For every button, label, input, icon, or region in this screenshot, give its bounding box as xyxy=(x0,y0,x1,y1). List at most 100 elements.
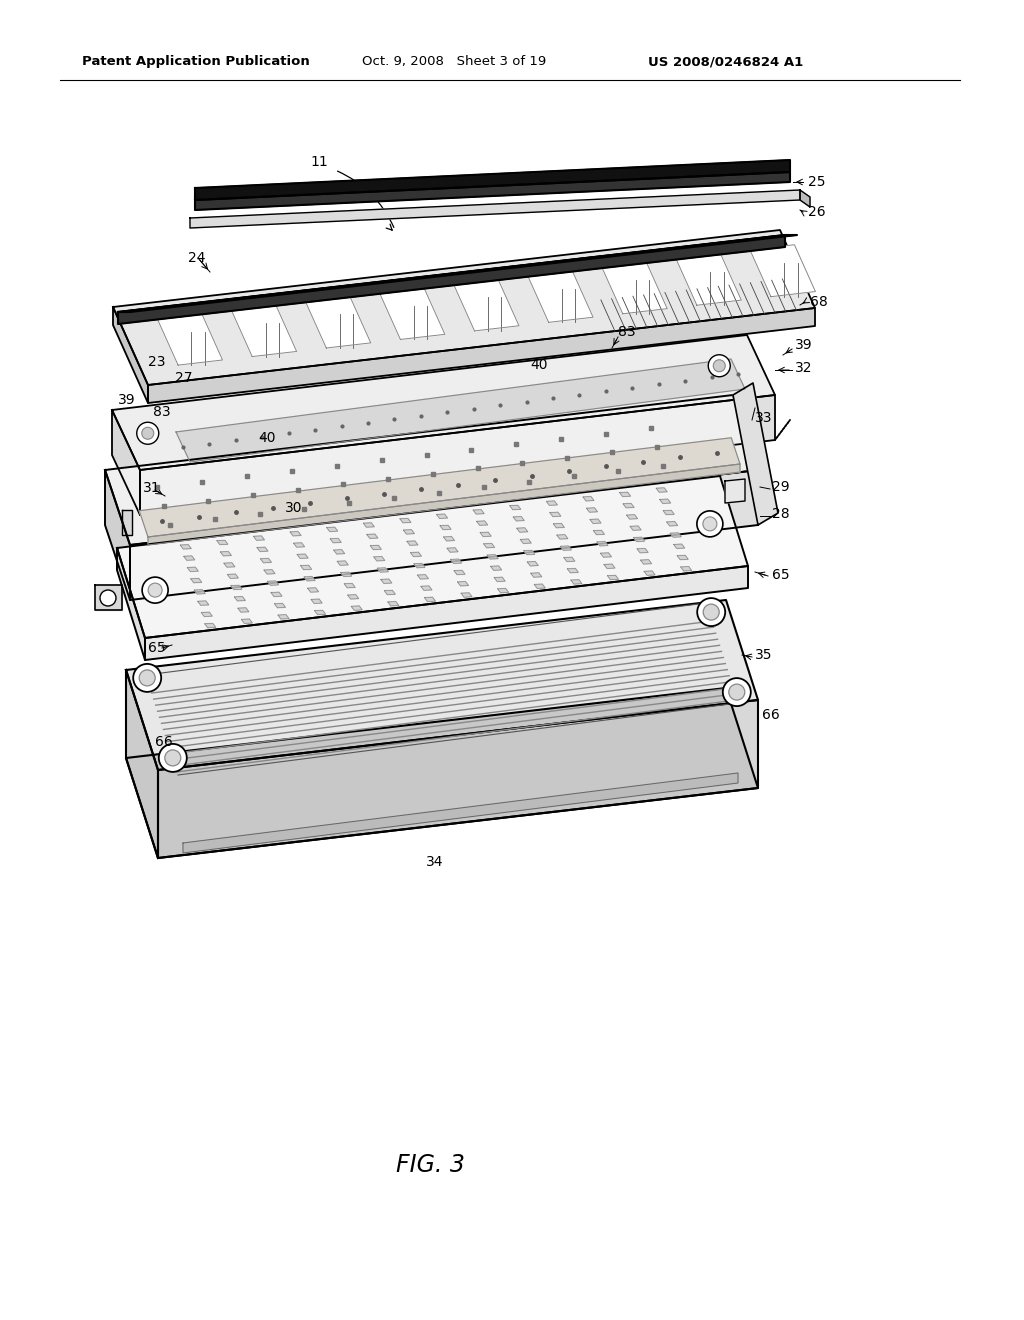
Polygon shape xyxy=(195,172,790,210)
Text: 40: 40 xyxy=(258,432,275,445)
Polygon shape xyxy=(535,583,545,589)
Text: Patent Application Publication: Patent Application Publication xyxy=(82,55,309,69)
Polygon shape xyxy=(620,492,631,496)
Polygon shape xyxy=(112,411,140,515)
Polygon shape xyxy=(148,465,740,545)
Polygon shape xyxy=(571,579,582,583)
Circle shape xyxy=(100,590,116,606)
Text: 65: 65 xyxy=(772,568,790,582)
Text: Oct. 9, 2008   Sheet 3 of 19: Oct. 9, 2008 Sheet 3 of 19 xyxy=(362,55,546,69)
Polygon shape xyxy=(117,477,748,638)
Polygon shape xyxy=(379,288,444,339)
Polygon shape xyxy=(122,510,132,535)
Polygon shape xyxy=(590,519,601,524)
Polygon shape xyxy=(118,235,785,323)
Polygon shape xyxy=(567,569,579,573)
Polygon shape xyxy=(297,554,308,558)
Polygon shape xyxy=(800,190,810,207)
Text: 32: 32 xyxy=(795,360,812,375)
Text: 68: 68 xyxy=(810,294,827,309)
Polygon shape xyxy=(564,557,574,561)
Polygon shape xyxy=(520,539,531,544)
Polygon shape xyxy=(183,774,738,853)
Polygon shape xyxy=(294,543,304,548)
Polygon shape xyxy=(307,587,318,593)
Polygon shape xyxy=(260,558,271,562)
Text: 11: 11 xyxy=(310,154,328,169)
Polygon shape xyxy=(190,190,800,228)
Polygon shape xyxy=(314,610,326,615)
Polygon shape xyxy=(637,548,648,553)
Polygon shape xyxy=(140,395,775,515)
Polygon shape xyxy=(461,593,472,597)
Circle shape xyxy=(709,355,730,376)
Polygon shape xyxy=(301,565,311,570)
Polygon shape xyxy=(230,585,242,590)
Polygon shape xyxy=(550,512,561,516)
Polygon shape xyxy=(202,612,212,616)
Polygon shape xyxy=(583,496,594,502)
Polygon shape xyxy=(664,511,674,515)
Polygon shape xyxy=(374,557,385,561)
Polygon shape xyxy=(231,305,297,356)
Circle shape xyxy=(148,583,162,597)
Polygon shape xyxy=(157,313,222,366)
Circle shape xyxy=(133,664,161,692)
Polygon shape xyxy=(304,577,315,581)
Text: 83: 83 xyxy=(618,325,636,339)
Polygon shape xyxy=(205,623,216,628)
Polygon shape xyxy=(348,594,358,599)
Polygon shape xyxy=(454,570,465,574)
Circle shape xyxy=(714,360,725,372)
Polygon shape xyxy=(183,556,195,560)
Polygon shape xyxy=(602,261,668,314)
Polygon shape xyxy=(274,603,286,607)
Text: 34: 34 xyxy=(426,855,443,869)
Polygon shape xyxy=(436,513,447,519)
Polygon shape xyxy=(421,586,432,590)
Polygon shape xyxy=(95,585,122,610)
Text: 24: 24 xyxy=(188,251,206,265)
Polygon shape xyxy=(600,553,611,557)
Polygon shape xyxy=(407,541,418,545)
Polygon shape xyxy=(594,531,604,535)
Circle shape xyxy=(137,422,159,445)
Polygon shape xyxy=(403,529,415,535)
Circle shape xyxy=(697,598,725,626)
Polygon shape xyxy=(158,700,758,858)
Polygon shape xyxy=(458,582,469,586)
Polygon shape xyxy=(117,548,145,660)
Polygon shape xyxy=(238,607,249,612)
Polygon shape xyxy=(630,525,641,531)
Polygon shape xyxy=(113,308,148,403)
Text: 25: 25 xyxy=(808,176,825,189)
Circle shape xyxy=(703,605,719,620)
Polygon shape xyxy=(180,545,191,549)
Text: FIG. 3: FIG. 3 xyxy=(395,1152,465,1177)
Polygon shape xyxy=(513,516,524,521)
Polygon shape xyxy=(557,535,568,539)
Polygon shape xyxy=(443,536,455,541)
Polygon shape xyxy=(105,395,758,545)
Polygon shape xyxy=(553,524,564,528)
Polygon shape xyxy=(607,576,618,579)
Polygon shape xyxy=(371,545,381,549)
Polygon shape xyxy=(271,593,282,597)
Polygon shape xyxy=(674,544,685,549)
Text: 31: 31 xyxy=(143,480,161,495)
Polygon shape xyxy=(130,470,758,601)
Polygon shape xyxy=(290,532,301,536)
Circle shape xyxy=(165,750,181,766)
Polygon shape xyxy=(341,572,351,577)
Polygon shape xyxy=(671,533,681,537)
Polygon shape xyxy=(381,579,392,583)
Circle shape xyxy=(729,684,744,700)
Circle shape xyxy=(159,744,186,772)
Polygon shape xyxy=(400,519,411,523)
Text: 35: 35 xyxy=(755,648,772,663)
Text: 83: 83 xyxy=(153,405,171,418)
Polygon shape xyxy=(242,619,252,623)
Polygon shape xyxy=(510,506,521,510)
Polygon shape xyxy=(414,564,425,568)
Text: 65: 65 xyxy=(148,642,166,655)
